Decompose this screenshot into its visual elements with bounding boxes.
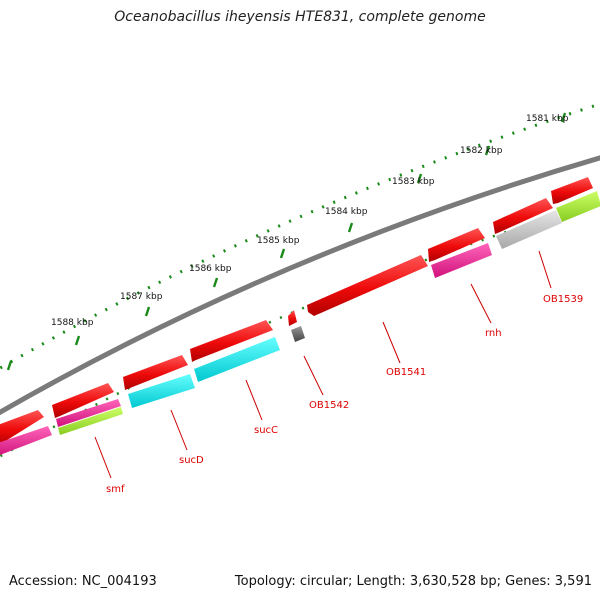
leader-line (94, 436, 112, 479)
gene-block[interactable] (556, 191, 600, 222)
forward-strand-genes (0, 177, 593, 446)
map-title: Oceanobacillus iheyensis HTE831, complet… (114, 9, 486, 25)
gene-block[interactable] (194, 337, 280, 382)
gene-block[interactable] (56, 399, 121, 427)
genome-stats-text: Topology: circular; Length: 3,630,528 bp… (234, 574, 592, 589)
kbp-label: 1581 kbp (526, 114, 569, 124)
gene-arrow[interactable] (52, 383, 114, 418)
genome-backbone (0, 155, 600, 416)
kbp-label: 1586 kbp (189, 264, 232, 274)
kbp-label: 1585 kbp (257, 236, 300, 246)
kbp-labels: 1581 kbp 1582 kbp 1583 kbp 1584 kbp 1585… (51, 114, 569, 328)
gene-arrow[interactable] (123, 355, 188, 390)
gene-block[interactable] (496, 210, 562, 249)
gene-label[interactable]: OB1539 (543, 294, 583, 305)
function-class-track (0, 191, 600, 457)
gene-block[interactable] (0, 426, 52, 457)
leader-line (382, 321, 401, 364)
gene-arrow[interactable] (428, 228, 485, 262)
gene-arrow[interactable] (288, 310, 297, 326)
kbp-label: 1587 kbp (120, 292, 163, 302)
gene-arrow[interactable] (307, 255, 428, 316)
gene-label[interactable]: sucC (254, 425, 278, 436)
outer-tick-ring (0, 102, 600, 371)
gene-label[interactable]: rnh (485, 328, 502, 339)
gene-label[interactable]: sucD (179, 455, 204, 466)
gene-arrow[interactable] (190, 320, 273, 362)
gene-arrow[interactable] (0, 410, 44, 446)
accession-text: Accession: NC_004193 (9, 574, 157, 589)
gene-block[interactable] (291, 326, 305, 342)
kbp-label: 1582 kbp (460, 146, 503, 156)
gene-block[interactable] (128, 374, 195, 408)
gene-arrow[interactable] (551, 177, 593, 204)
gene-label[interactable]: OB1542 (309, 400, 349, 411)
gene-label[interactable]: smf (106, 484, 125, 495)
gene-block[interactable] (58, 407, 123, 435)
kbp-label: 1588 kbp (51, 318, 94, 328)
kbp-label: 1583 kbp (392, 177, 435, 187)
gene-label[interactable]: OB1541 (386, 367, 426, 378)
leader-line (245, 379, 263, 421)
gene-block[interactable] (431, 243, 492, 278)
gene-labels: OB1539 rnh OB1541 OB1542 sucC sucD smf (106, 294, 583, 495)
kbp-label: 1584 kbp (325, 207, 368, 217)
gene-arrow[interactable] (493, 198, 553, 234)
leader-line (470, 283, 492, 324)
leader-line (303, 355, 324, 396)
leader-line (170, 409, 188, 451)
label-leaders (94, 250, 552, 479)
leader-line (538, 250, 552, 289)
